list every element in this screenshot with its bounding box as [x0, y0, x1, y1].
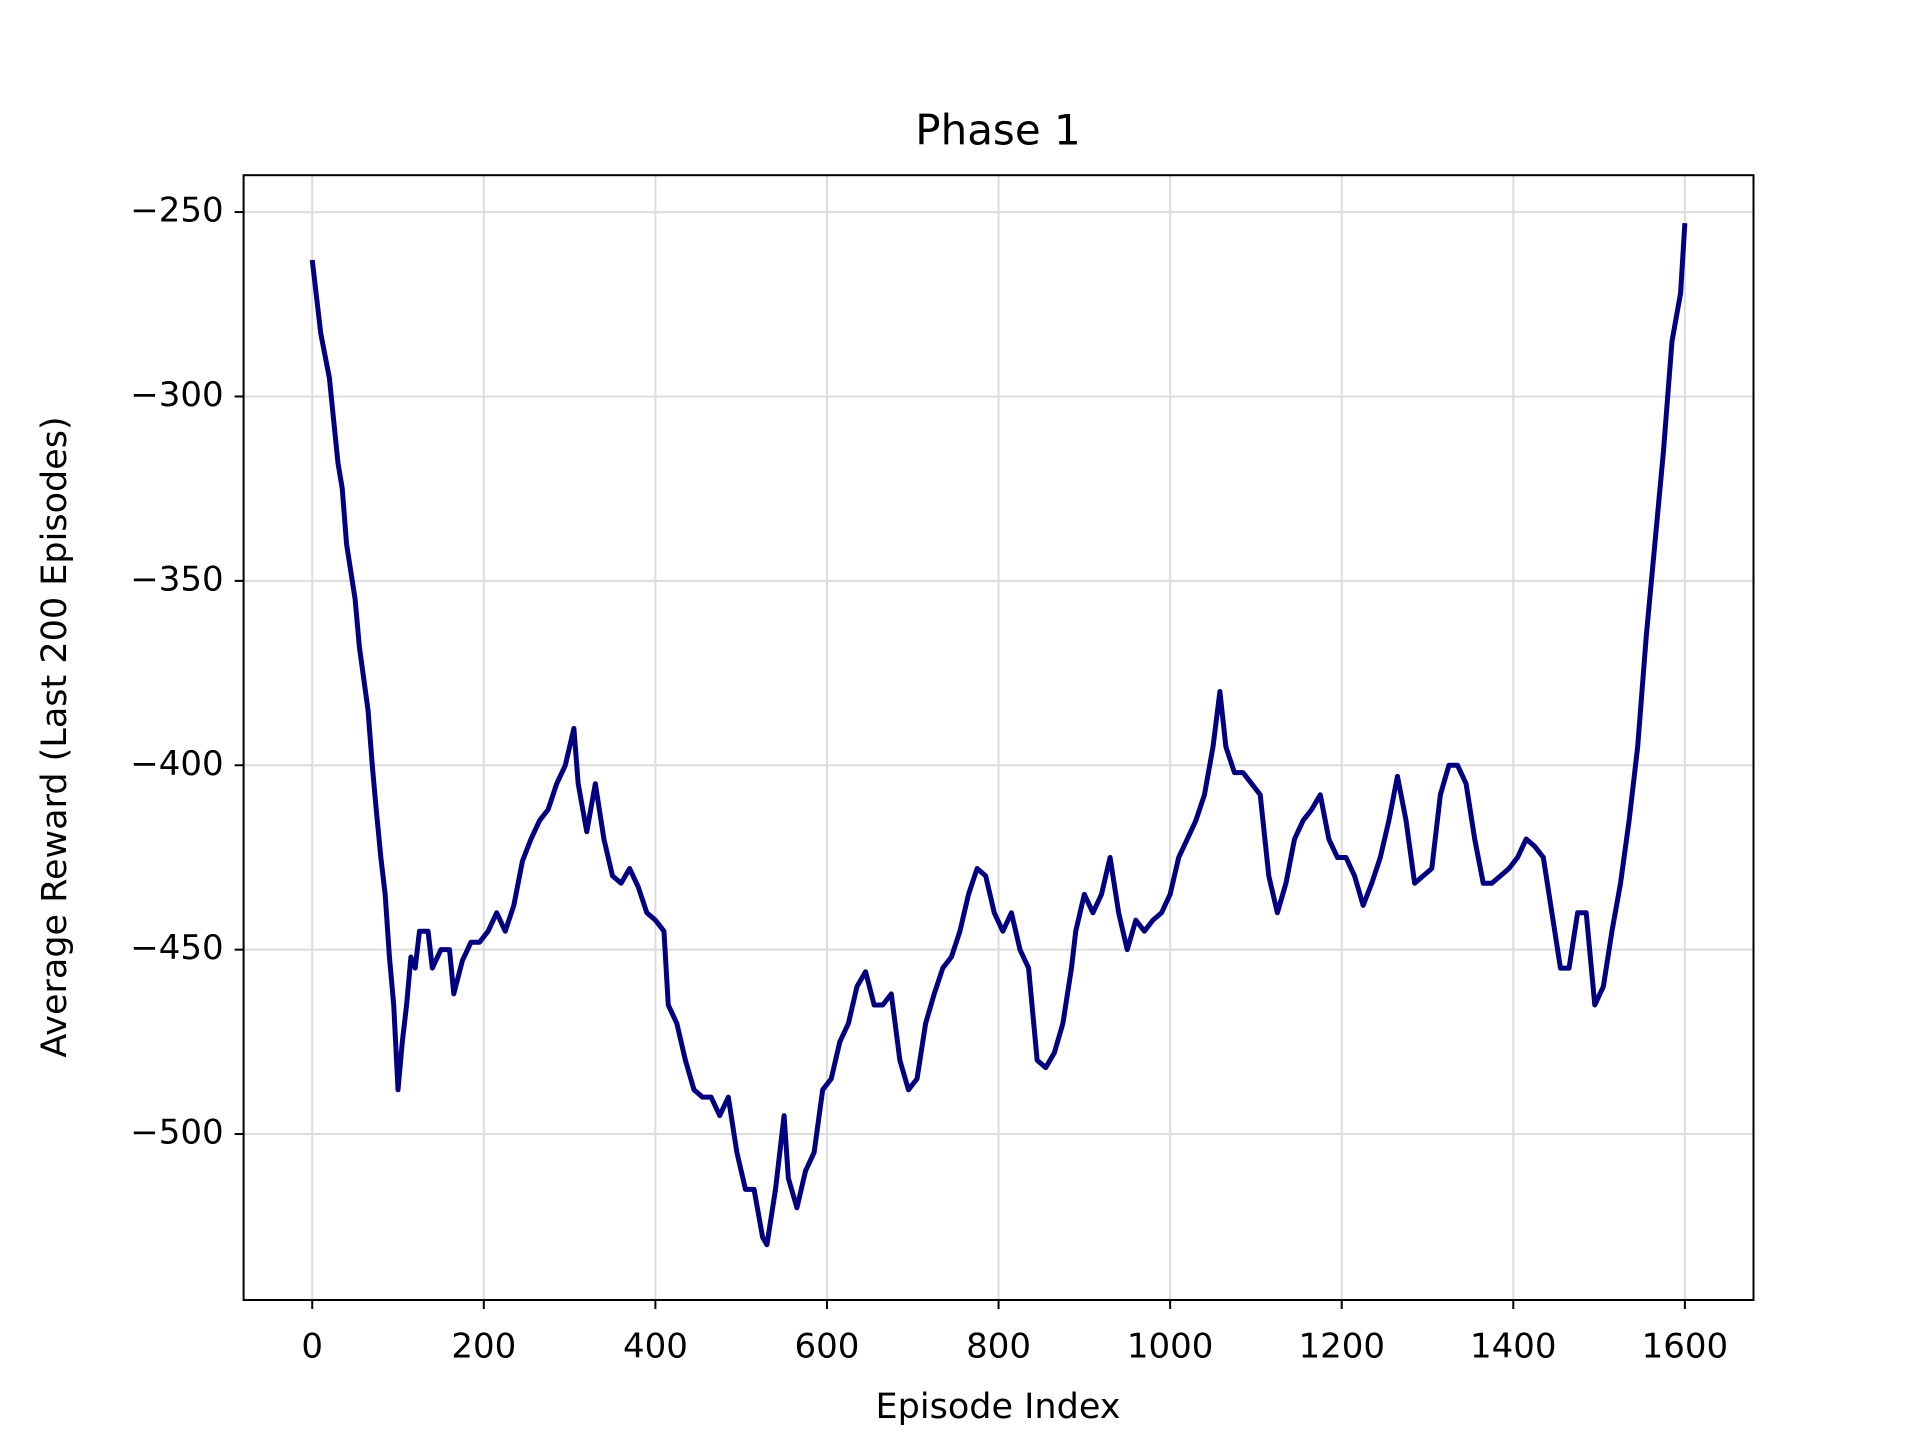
- x-tick-label: 1000: [1127, 1327, 1214, 1367]
- x-tick-label: 1600: [1642, 1327, 1729, 1367]
- y-tick-label: −350: [130, 559, 223, 599]
- data-line: [309, 222, 1688, 1248]
- y-tick-label: −500: [130, 1113, 223, 1153]
- plot-frame: [242, 174, 1755, 1302]
- x-tick-label: 200: [451, 1327, 516, 1367]
- y-tick-label: −250: [130, 191, 223, 231]
- y-tick-label: −300: [130, 375, 223, 415]
- x-tick-label: 1200: [1298, 1327, 1385, 1367]
- x-tick-label: 400: [623, 1327, 688, 1367]
- x-tick-label: 1400: [1470, 1327, 1557, 1367]
- chart-title: Phase 1: [915, 106, 1080, 155]
- x-tick-label: 800: [966, 1327, 1031, 1367]
- y-tick-label: −400: [130, 744, 223, 784]
- x-axis-label: Episode Index: [876, 1387, 1121, 1427]
- x-tick-label: 600: [795, 1327, 860, 1367]
- y-axis-label: Average Reward (Last 200 Episodes): [35, 416, 75, 1057]
- y-tick-label: −450: [130, 928, 223, 968]
- x-tick-label: 0: [301, 1327, 323, 1367]
